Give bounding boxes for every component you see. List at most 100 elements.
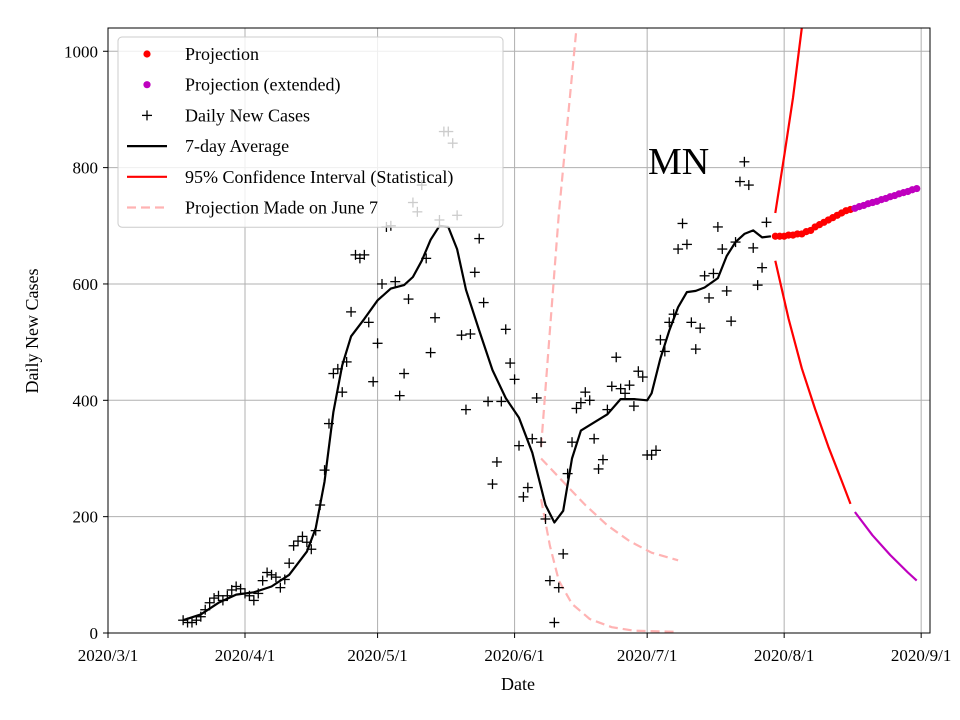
legend-label: Projection (extended) (185, 75, 340, 96)
data-point (377, 278, 387, 289)
data-point (708, 268, 719, 279)
data-point (284, 558, 295, 569)
data-point (695, 323, 706, 334)
legend-item-projection-made-on-june-7: Projection Made on June 7 (127, 198, 378, 218)
data-point (721, 285, 732, 296)
chart-annotation: MN (648, 141, 709, 183)
data-point (677, 218, 688, 229)
series-projection (771, 205, 855, 240)
data-point (628, 401, 639, 412)
data-point (363, 317, 374, 328)
data-point (637, 372, 648, 383)
data-point (315, 500, 326, 511)
series-7-day-average (182, 224, 772, 622)
data-point (730, 237, 741, 248)
series-line (854, 511, 918, 582)
data-point (734, 176, 745, 187)
series-95-confidence-interval-extended-lower (854, 511, 918, 582)
legend-swatch (143, 81, 151, 89)
data-point (465, 328, 476, 339)
data-point (403, 294, 414, 305)
legend-item-7-day-average: 7-day Average (127, 136, 289, 156)
data-point (659, 346, 670, 357)
data-point (456, 330, 467, 341)
series-95-confidence-interval-statistical-lower (774, 260, 852, 505)
data-point (270, 572, 281, 583)
data-point (469, 267, 480, 278)
data-point (558, 548, 569, 559)
data-point (509, 374, 520, 385)
data-point (279, 574, 290, 585)
data-point (235, 583, 246, 594)
data-point (514, 440, 524, 451)
data-point (217, 595, 228, 606)
legend-label: Projection (185, 44, 259, 64)
series-line (540, 498, 679, 633)
data-point (293, 536, 304, 547)
plot-frame (107, 27, 931, 634)
y-tick-label: 0 (90, 624, 99, 643)
data-point (633, 366, 644, 377)
data-point (341, 356, 352, 367)
series-projection-made-on-june-7-upper (540, 28, 578, 447)
data-point (589, 433, 600, 444)
data-point (390, 276, 401, 287)
data-point (575, 397, 586, 408)
data-point (668, 309, 679, 320)
data-point (664, 317, 675, 328)
data-point (540, 513, 551, 524)
y-tick-label: 200 (73, 508, 99, 527)
data-point (913, 184, 921, 193)
data-point (549, 617, 560, 628)
data-point (231, 581, 242, 592)
data-point (474, 233, 485, 244)
data-point (717, 244, 728, 255)
data-point (620, 388, 631, 399)
legend-box (117, 36, 504, 228)
data-point (200, 604, 211, 615)
x-tick-label: 2020/6/1 (484, 646, 544, 665)
data-point (478, 297, 489, 308)
data-point (646, 449, 657, 460)
data-point (522, 482, 533, 493)
data-point (399, 368, 410, 379)
legend-item-projection: Projection (143, 44, 259, 64)
y-tick-label: 400 (73, 391, 99, 410)
data-point (505, 358, 516, 369)
series-95-confidence-interval-statistical-upper (774, 28, 803, 214)
series-projection-made-on-june-7-middle (540, 457, 679, 562)
data-point (690, 344, 701, 355)
data-point (460, 404, 471, 415)
data-point (195, 611, 206, 622)
series-projection-extended (851, 184, 921, 212)
data-point (567, 437, 578, 448)
data-point (544, 575, 555, 586)
data-point (655, 334, 666, 345)
data-point (483, 396, 494, 407)
data-point (611, 352, 622, 363)
legend-label: Projection Made on June 7 (185, 198, 378, 218)
data-point (266, 569, 277, 580)
data-point (553, 582, 564, 593)
x-tick-label: 2020/3/1 (78, 646, 138, 665)
data-point (337, 387, 348, 398)
data-point (584, 395, 595, 406)
data-point (615, 383, 626, 394)
data-point (496, 396, 507, 407)
legend-label: 7-day Average (185, 136, 289, 156)
data-point (712, 221, 723, 232)
data-point (421, 253, 432, 264)
y-tick-label: 600 (73, 275, 99, 294)
data-point (430, 312, 441, 323)
data-point (257, 575, 268, 586)
data-point (253, 588, 264, 599)
data-point (332, 363, 343, 374)
data-point (244, 590, 255, 601)
data-point (425, 347, 436, 358)
data-point (359, 249, 370, 260)
x-tick-label: 2020/4/1 (215, 646, 275, 665)
data-point (681, 239, 692, 250)
data-point (748, 242, 759, 253)
data-point (262, 567, 273, 578)
